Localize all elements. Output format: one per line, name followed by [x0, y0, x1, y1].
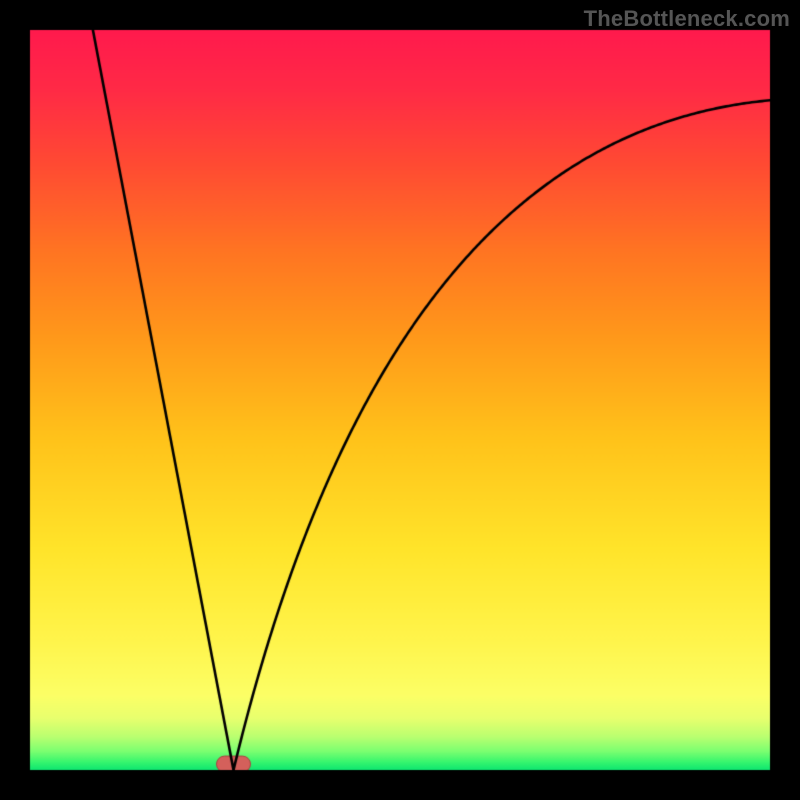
chart-container: TheBottleneck.com: [0, 0, 800, 800]
bottleneck-chart-canvas: [0, 0, 800, 800]
watermark-text: TheBottleneck.com: [584, 6, 790, 32]
